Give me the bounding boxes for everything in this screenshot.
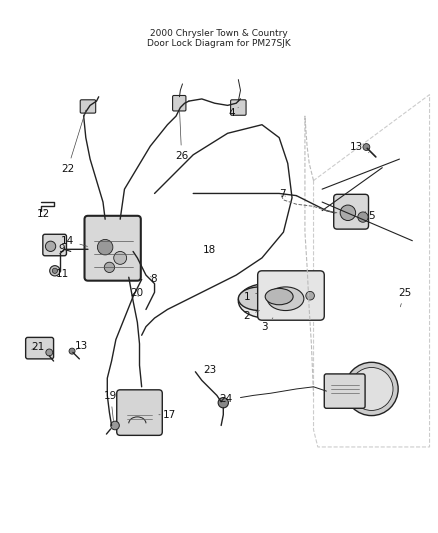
Text: 19: 19 [104, 391, 117, 421]
Circle shape [340, 205, 356, 221]
Text: 25: 25 [398, 288, 411, 307]
Text: 12: 12 [37, 208, 50, 219]
Text: 9: 9 [59, 244, 66, 254]
Text: 13: 13 [350, 142, 369, 153]
FancyBboxPatch shape [80, 100, 95, 113]
Title: 2000 Chrysler Town & Country
Door Lock Diagram for PM27SJK: 2000 Chrysler Town & Country Door Lock D… [147, 29, 291, 48]
Circle shape [345, 362, 398, 416]
Circle shape [218, 398, 229, 408]
FancyBboxPatch shape [85, 216, 141, 281]
Text: 18: 18 [203, 245, 216, 255]
Text: 7: 7 [279, 189, 286, 199]
Circle shape [49, 265, 60, 276]
Text: 5: 5 [365, 211, 375, 221]
FancyBboxPatch shape [26, 337, 53, 359]
Text: 8: 8 [150, 273, 157, 284]
Text: 21: 21 [31, 342, 44, 352]
Circle shape [350, 367, 393, 410]
Text: 3: 3 [261, 318, 273, 332]
FancyBboxPatch shape [43, 235, 67, 256]
Ellipse shape [238, 284, 294, 318]
Ellipse shape [265, 288, 293, 305]
Circle shape [358, 212, 368, 222]
Circle shape [46, 349, 53, 356]
Circle shape [52, 268, 57, 273]
Circle shape [69, 348, 75, 354]
Text: 26: 26 [175, 111, 188, 160]
Circle shape [114, 252, 127, 264]
Text: 2: 2 [244, 311, 259, 321]
FancyBboxPatch shape [173, 95, 186, 111]
FancyBboxPatch shape [258, 271, 324, 320]
Text: 20: 20 [130, 288, 143, 298]
FancyBboxPatch shape [262, 275, 318, 318]
Circle shape [363, 143, 370, 150]
FancyBboxPatch shape [334, 195, 368, 229]
Circle shape [104, 262, 115, 272]
Circle shape [97, 239, 113, 255]
FancyBboxPatch shape [324, 374, 365, 408]
Text: 14: 14 [61, 236, 88, 246]
Text: 23: 23 [203, 366, 216, 375]
FancyBboxPatch shape [117, 390, 162, 435]
Text: 22: 22 [61, 110, 86, 174]
Text: 13: 13 [75, 341, 88, 351]
Circle shape [111, 421, 119, 430]
Text: 11: 11 [56, 269, 69, 279]
Ellipse shape [269, 298, 276, 308]
FancyBboxPatch shape [230, 100, 246, 115]
Text: 24: 24 [219, 394, 232, 404]
Ellipse shape [267, 287, 304, 311]
Circle shape [306, 292, 314, 300]
Circle shape [46, 241, 56, 252]
Text: 17: 17 [159, 410, 176, 419]
Text: 1: 1 [244, 292, 257, 302]
Ellipse shape [238, 287, 281, 311]
Text: 4: 4 [229, 108, 238, 118]
